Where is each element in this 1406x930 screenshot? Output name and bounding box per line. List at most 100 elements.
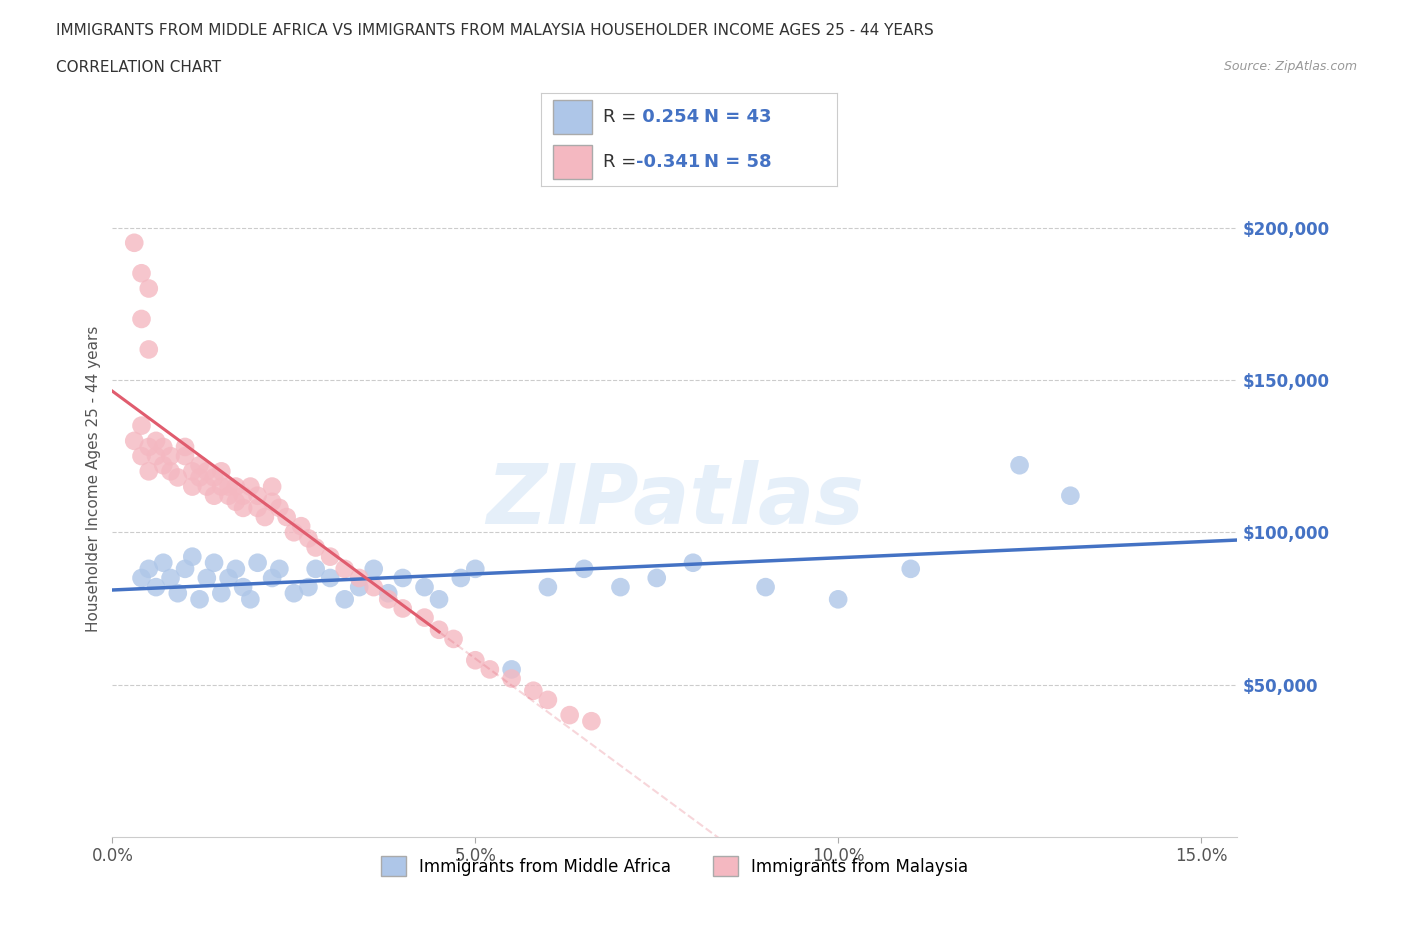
Point — [464, 653, 486, 668]
Point — [391, 601, 413, 616]
Point — [138, 281, 160, 296]
Point — [195, 479, 218, 494]
Point — [443, 631, 465, 646]
Point — [333, 591, 356, 606]
Point — [319, 570, 342, 585]
Point — [246, 555, 269, 570]
Point — [755, 579, 778, 594]
Point — [305, 562, 328, 577]
Point — [450, 570, 472, 585]
Point — [131, 448, 153, 463]
Point — [501, 671, 523, 686]
Point — [181, 550, 204, 565]
Point — [159, 448, 181, 463]
Point — [276, 510, 298, 525]
Point — [572, 562, 595, 577]
Point — [232, 579, 254, 594]
Text: -0.341: -0.341 — [636, 153, 700, 171]
Point — [159, 464, 181, 479]
Point — [391, 570, 413, 585]
Point — [413, 579, 436, 594]
Point — [138, 440, 160, 455]
Point — [122, 235, 145, 250]
Point — [290, 519, 312, 534]
Point — [377, 591, 399, 606]
Point — [305, 540, 328, 555]
Point — [202, 470, 225, 485]
Point — [464, 562, 486, 577]
Point — [195, 464, 218, 479]
Text: ZIPatlas: ZIPatlas — [486, 460, 863, 541]
Point — [377, 586, 399, 601]
Point — [145, 579, 167, 594]
Point — [218, 488, 240, 503]
Point — [174, 562, 197, 577]
Point — [427, 622, 450, 637]
Point — [262, 479, 284, 494]
Point — [645, 570, 668, 585]
Point — [138, 342, 160, 357]
Point — [427, 591, 450, 606]
Point — [131, 570, 153, 585]
Point — [209, 464, 232, 479]
Point — [166, 470, 188, 485]
Point — [131, 312, 153, 326]
Text: R =: R = — [603, 108, 643, 126]
Point — [188, 458, 211, 472]
Point — [225, 562, 247, 577]
Point — [333, 562, 356, 577]
Point — [239, 591, 262, 606]
Point — [218, 479, 240, 494]
Point — [900, 562, 922, 577]
Point — [537, 579, 560, 594]
Point — [166, 586, 188, 601]
Point — [174, 440, 197, 455]
Point — [195, 570, 218, 585]
Point — [246, 488, 269, 503]
Point — [188, 591, 211, 606]
Point — [181, 464, 204, 479]
Point — [609, 579, 631, 594]
Point — [145, 433, 167, 448]
Point — [682, 555, 704, 570]
Point — [347, 570, 370, 585]
Point — [138, 562, 160, 577]
Point — [319, 550, 342, 565]
Y-axis label: Householder Income Ages 25 - 44 years: Householder Income Ages 25 - 44 years — [86, 326, 101, 632]
Text: R =: R = — [603, 153, 643, 171]
Point — [501, 662, 523, 677]
Point — [269, 500, 291, 515]
Point — [145, 448, 167, 463]
Point — [1008, 458, 1031, 472]
Point — [225, 495, 247, 510]
Point — [225, 479, 247, 494]
Point — [537, 693, 560, 708]
Point — [297, 531, 319, 546]
Point — [347, 579, 370, 594]
Point — [262, 570, 284, 585]
Point — [283, 525, 305, 539]
Bar — [553, 100, 592, 134]
Point — [159, 570, 181, 585]
Point — [363, 562, 385, 577]
Point — [202, 555, 225, 570]
Bar — [553, 145, 592, 179]
Point — [131, 266, 153, 281]
Point — [253, 510, 276, 525]
Point — [131, 418, 153, 433]
Text: 0.254: 0.254 — [636, 108, 699, 126]
Point — [269, 562, 291, 577]
Text: IMMIGRANTS FROM MIDDLE AFRICA VS IMMIGRANTS FROM MALAYSIA HOUSEHOLDER INCOME AGE: IMMIGRANTS FROM MIDDLE AFRICA VS IMMIGRA… — [56, 23, 934, 38]
Point — [232, 500, 254, 515]
Text: Source: ZipAtlas.com: Source: ZipAtlas.com — [1223, 60, 1357, 73]
Point — [152, 555, 174, 570]
Point — [827, 591, 849, 606]
Point — [413, 610, 436, 625]
Point — [202, 488, 225, 503]
Point — [209, 586, 232, 601]
Point — [262, 495, 284, 510]
Point — [1059, 488, 1081, 503]
Point — [188, 470, 211, 485]
Point — [209, 479, 232, 494]
Point — [122, 433, 145, 448]
